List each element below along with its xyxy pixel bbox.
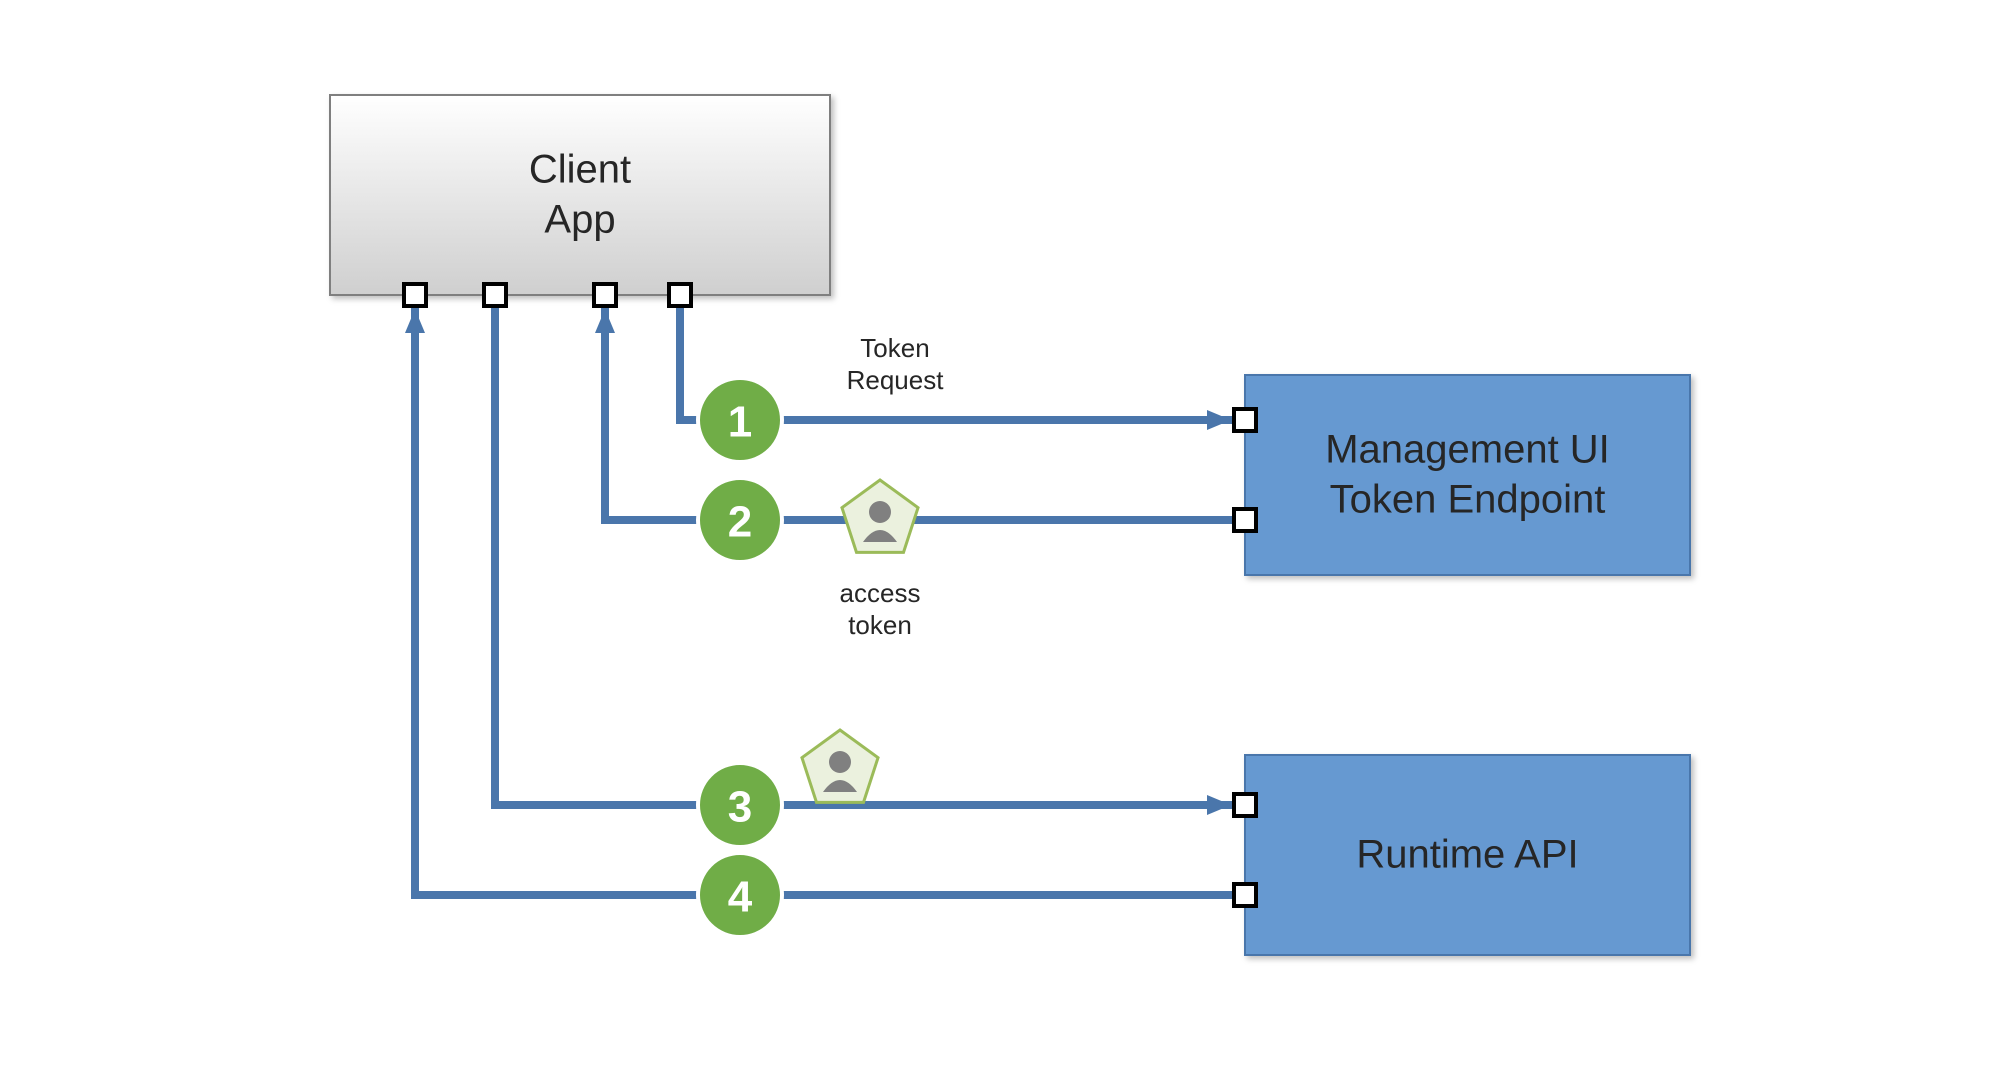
access-token-icon <box>802 730 878 802</box>
lbl-access-1: access <box>840 578 921 608</box>
lbl-token-req-2: Request <box>847 365 945 395</box>
port <box>484 284 506 306</box>
node-label: Token Endpoint <box>1330 478 1606 522</box>
node-label: Client <box>529 148 631 192</box>
port <box>669 284 691 306</box>
arrowhead <box>405 309 425 333</box>
step-badge-2: 2 <box>698 478 782 562</box>
node-runtime: Runtime API <box>1245 755 1690 955</box>
step-number: 3 <box>728 783 752 832</box>
step-number: 1 <box>728 398 752 447</box>
port <box>404 284 426 306</box>
node-label: App <box>544 198 615 242</box>
arrowhead <box>595 309 615 333</box>
access-token-icon <box>842 480 918 552</box>
port <box>594 284 616 306</box>
step-badge-4: 4 <box>698 853 782 937</box>
node-client: Client App <box>330 95 830 295</box>
step-number: 4 <box>728 873 753 922</box>
step-number: 2 <box>728 498 752 547</box>
port <box>1234 409 1256 431</box>
step-badge-3: 3 <box>698 763 782 847</box>
lbl-token-req-1: Token <box>860 333 929 363</box>
node-label: Runtime API <box>1356 833 1578 877</box>
port <box>1234 884 1256 906</box>
port <box>1234 794 1256 816</box>
node-mgmt: Management UI Token Endpoint <box>1245 375 1690 575</box>
lbl-access-2: token <box>848 610 912 640</box>
port <box>1234 509 1256 531</box>
diagram-canvas: Client App Management UI Token Endpoint Runt… <box>0 0 2014 1080</box>
arrowhead <box>1207 795 1231 815</box>
arrowhead <box>1207 410 1231 430</box>
step-badge-1: 1 <box>698 378 782 462</box>
node-label: Management UI <box>1325 428 1610 472</box>
